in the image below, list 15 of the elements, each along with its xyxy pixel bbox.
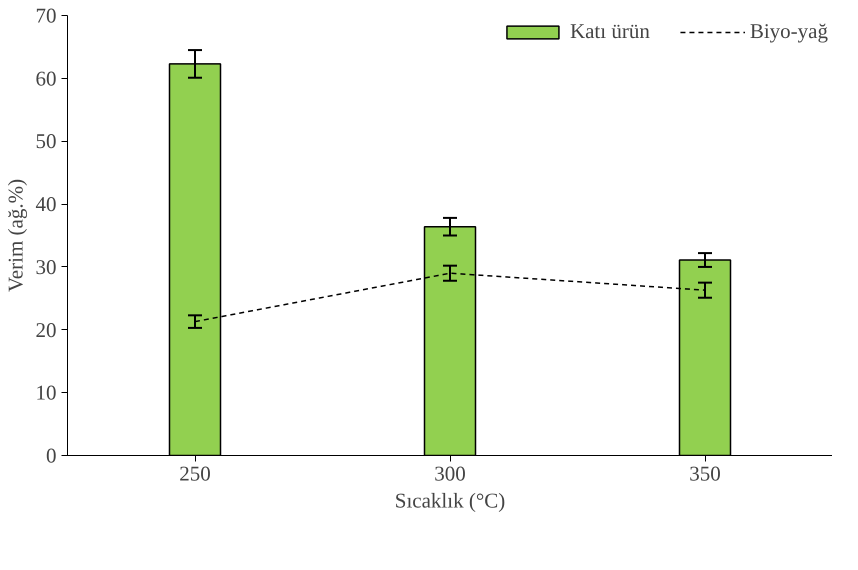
y-tick-label: 40 [36, 192, 56, 216]
y-tick-label: 60 [36, 66, 56, 90]
y-tick-label: 50 [36, 129, 56, 154]
legend-label: Biyo-yağ [750, 19, 828, 44]
y-tick-label: 0 [46, 444, 56, 468]
y-tick-label: 20 [36, 318, 56, 342]
x-axis-title: Sıcaklık (°C) [394, 488, 506, 512]
y-tick-label: 30 [36, 254, 56, 279]
legend-label: Katı ürün [570, 19, 650, 44]
x-tick-label: 250 [179, 462, 211, 486]
x-tick-label: 300 [434, 462, 466, 486]
y-tick-label: 70 [36, 4, 56, 28]
y-axis-title: Verim (ağ.%) [4, 178, 28, 292]
x-tick-label: 350 [689, 462, 721, 486]
y-tick-label: 10 [36, 380, 56, 405]
